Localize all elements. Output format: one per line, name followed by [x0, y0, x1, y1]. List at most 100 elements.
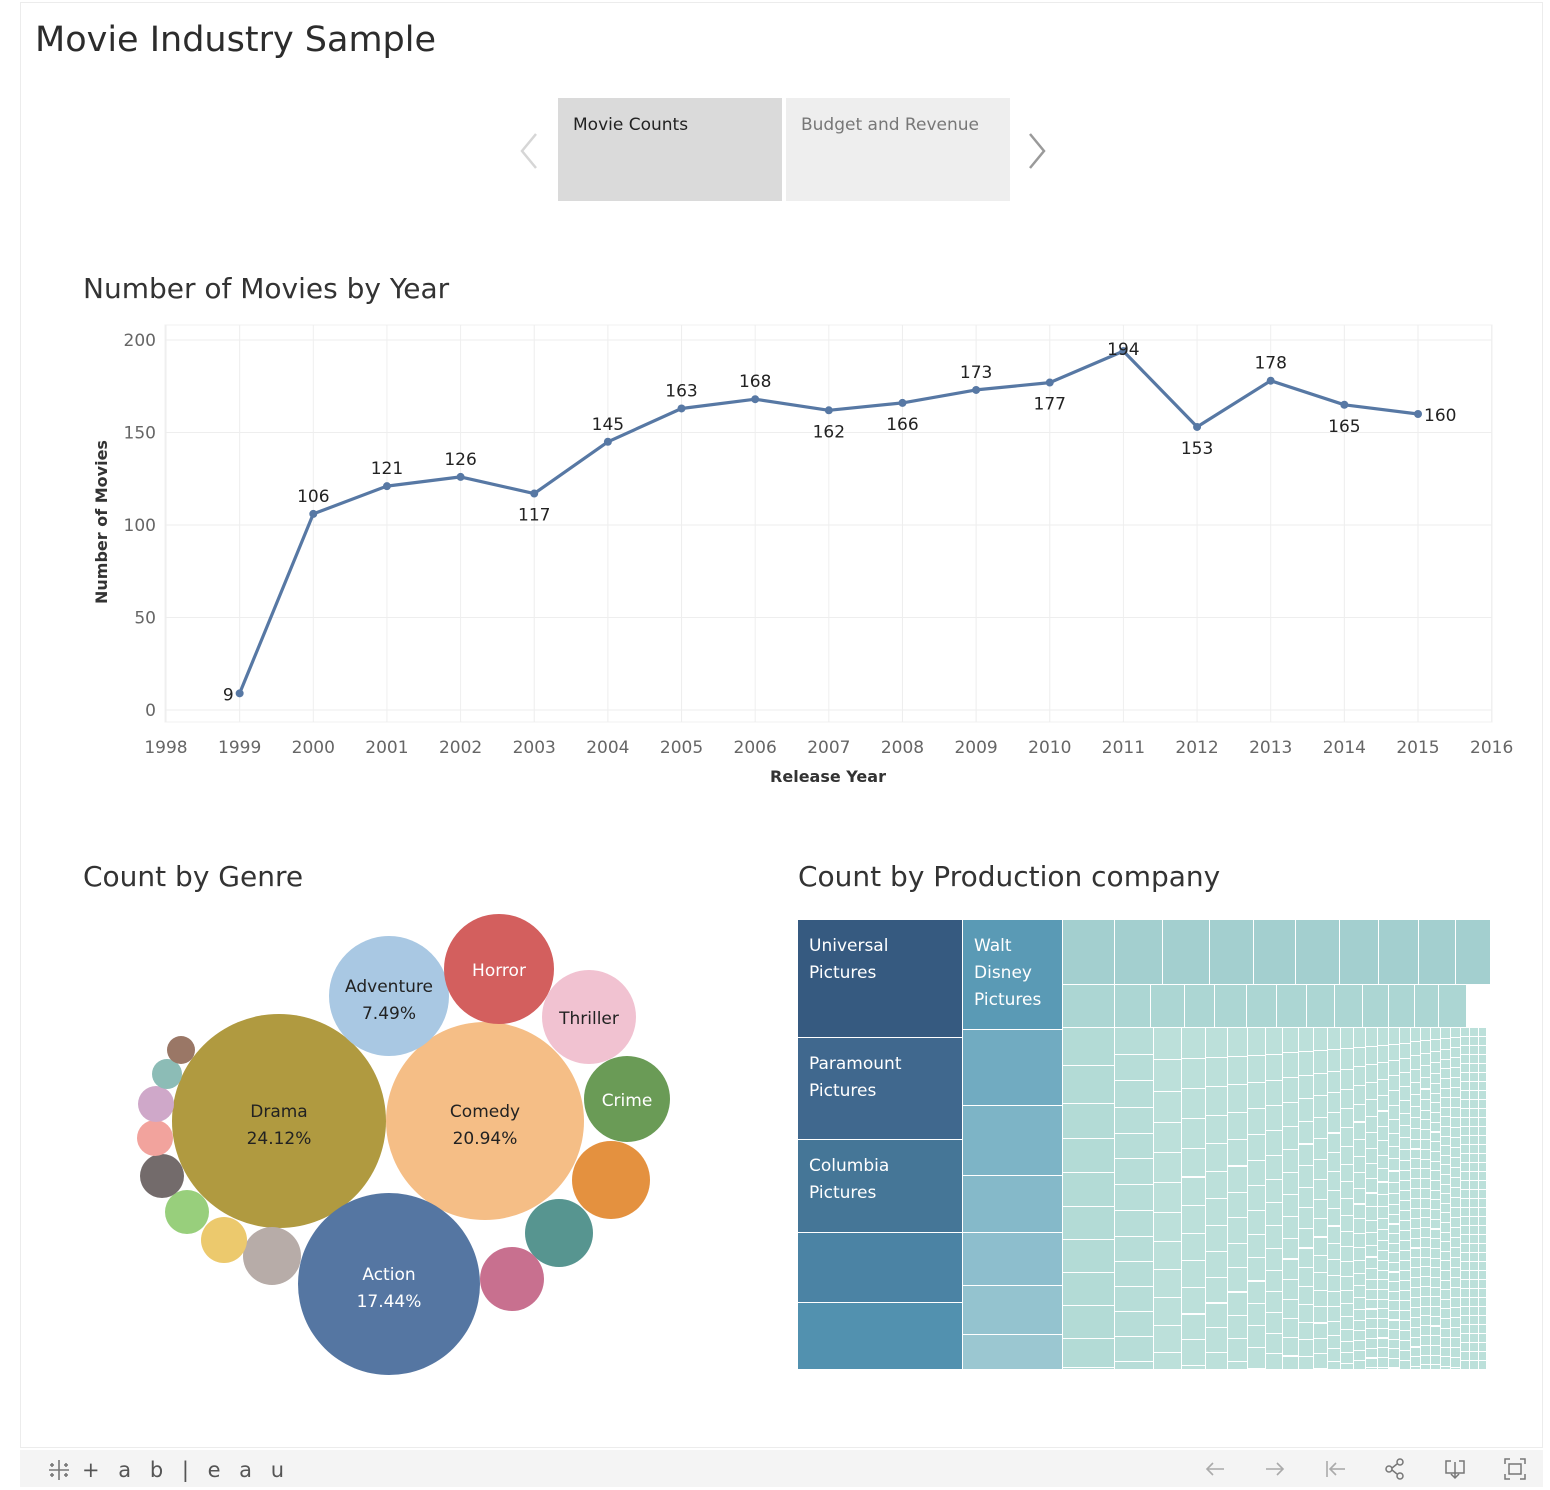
treemap-tile[interactable] [1328, 1153, 1341, 1173]
treemap-tile[interactable] [1206, 1352, 1228, 1370]
treemap-tile[interactable] [1411, 1337, 1421, 1348]
treemap-tile[interactable] [1431, 1268, 1441, 1278]
treemap-tile[interactable] [1366, 1348, 1378, 1359]
treemap-tile[interactable] [1389, 1320, 1400, 1331]
treemap-tile[interactable] [1479, 1136, 1487, 1145]
treemap-tile[interactable] [1461, 1262, 1470, 1271]
treemap-tile[interactable] [1248, 1281, 1266, 1305]
treemap-tile[interactable] [1299, 1099, 1314, 1123]
treemap-tile[interactable] [1431, 1307, 1441, 1317]
treemap-tile[interactable] [1461, 1046, 1470, 1055]
treemap-tile[interactable] [1431, 1171, 1441, 1181]
story-point-budget-revenue[interactable]: Budget and Revenue [786, 98, 1010, 201]
treemap-tile[interactable] [1451, 1098, 1461, 1108]
treemap-tile[interactable] [1228, 1243, 1248, 1269]
revert-icon[interactable] [1324, 1458, 1346, 1480]
treemap-tile[interactable] [1389, 1272, 1400, 1283]
treemap-tile[interactable] [1451, 1088, 1461, 1098]
treemap-tile[interactable] [1354, 1156, 1366, 1174]
treemap-tile[interactable] [963, 1233, 1063, 1286]
data-point[interactable] [1266, 376, 1275, 385]
treemap-tile[interactable] [1328, 1349, 1341, 1363]
data-point[interactable] [824, 406, 833, 415]
treemap-tile[interactable] [1341, 1089, 1354, 1109]
treemap-tile[interactable] [1277, 985, 1307, 1028]
treemap-tile[interactable] [1248, 1109, 1266, 1136]
treemap-tile[interactable] [1341, 1317, 1354, 1330]
treemap-tile[interactable] [1228, 1139, 1248, 1167]
treemap-tile[interactable] [1431, 1181, 1441, 1191]
treemap-tile[interactable] [1461, 1055, 1470, 1064]
treemap-tile[interactable] [1328, 1092, 1341, 1114]
treemap-tile[interactable] [1441, 1280, 1451, 1291]
treemap-tile[interactable] [1314, 1237, 1328, 1256]
treemap-tile[interactable] [1206, 1172, 1228, 1200]
treemap-tile[interactable] [1411, 1159, 1421, 1170]
treemap-tile[interactable] [1354, 1189, 1366, 1205]
treemap-tile[interactable] [1182, 1058, 1206, 1090]
treemap-tile[interactable] [1182, 1314, 1206, 1341]
treemap-tile[interactable] [1063, 1273, 1115, 1306]
treemap-tile[interactable] [1411, 1189, 1421, 1199]
treemap-tile[interactable] [1470, 1046, 1479, 1055]
treemap-tile[interactable] [1341, 1231, 1354, 1247]
treemap-tile[interactable] [1431, 1200, 1441, 1211]
treemap-tile[interactable] [1411, 1317, 1421, 1328]
treemap-tile[interactable] [1470, 1172, 1479, 1181]
treemap-tile[interactable] [1154, 1298, 1182, 1326]
treemap-tile[interactable] [1354, 1298, 1366, 1310]
bubble-crime[interactable] [584, 1056, 670, 1142]
treemap-tile[interactable] [1479, 1109, 1487, 1118]
treemap-tile[interactable] [1421, 1198, 1431, 1209]
data-point[interactable] [603, 437, 612, 446]
treemap-tile[interactable] [1389, 1291, 1400, 1302]
bubble-genre-16[interactable] [152, 1059, 182, 1089]
data-point[interactable] [677, 404, 686, 413]
treemap-tile[interactable] [1389, 1234, 1400, 1244]
treemap-tile[interactable] [1378, 1309, 1389, 1320]
treemap-tile[interactable] [1299, 1076, 1314, 1100]
treemap-tile[interactable] [1461, 1172, 1470, 1181]
treemap-tile[interactable] [1378, 1299, 1389, 1310]
treemap-tile[interactable] [1314, 1028, 1328, 1052]
treemap-tile[interactable] [1389, 1224, 1400, 1235]
treemap-tile[interactable] [1470, 1163, 1479, 1172]
treemap-tile[interactable] [1115, 1337, 1154, 1362]
treemap-tile[interactable] [1248, 1028, 1266, 1056]
treemap-tile[interactable] [1378, 1357, 1389, 1368]
treemap-tile[interactable] [1470, 1316, 1479, 1325]
treemap-tile[interactable] [1479, 1082, 1487, 1091]
treemap-tile[interactable] [1354, 1204, 1366, 1220]
treemap-tile[interactable] [1154, 1212, 1182, 1242]
treemap-tile[interactable] [1206, 1115, 1228, 1145]
treemap-tile[interactable] [1479, 1307, 1487, 1316]
treemap-tile[interactable] [1470, 1235, 1479, 1244]
data-point[interactable] [235, 689, 244, 698]
treemap-tile[interactable] [1248, 1135, 1266, 1161]
treemap-tile[interactable] [1431, 1326, 1441, 1337]
treemap-tile[interactable] [1400, 1331, 1411, 1341]
treemap-tile[interactable] [1314, 1273, 1328, 1291]
treemap-tile-paramount[interactable]: Paramount Pictures [798, 1038, 963, 1140]
treemap-tile[interactable] [1354, 1274, 1366, 1287]
treemap-tile[interactable] [1451, 1318, 1461, 1328]
treemap-tile[interactable] [1441, 1261, 1451, 1271]
treemap-tile[interactable] [1411, 1139, 1421, 1150]
treemap-tile[interactable] [1354, 1320, 1366, 1331]
treemap-tile[interactable] [1400, 1341, 1411, 1351]
treemap-tile[interactable] [1411, 1082, 1421, 1095]
treemap-tile[interactable] [1328, 1071, 1341, 1093]
treemap-tile[interactable] [1115, 1028, 1154, 1055]
treemap-tile[interactable] [1479, 1352, 1487, 1361]
treemap-tile[interactable] [1354, 1104, 1366, 1123]
treemap-tile[interactable] [1154, 1352, 1182, 1370]
treemap-tile[interactable] [1421, 1208, 1431, 1219]
treemap-tile[interactable] [1341, 1182, 1354, 1199]
treemap-tile[interactable] [1441, 1271, 1451, 1281]
treemap-tile[interactable] [1411, 1118, 1421, 1130]
treemap-tile[interactable] [1182, 1148, 1206, 1178]
treemap-tile[interactable] [1441, 1165, 1451, 1175]
treemap-tile[interactable] [1228, 1268, 1248, 1293]
treemap-tile[interactable] [1378, 1111, 1389, 1127]
treemap-tile[interactable] [1389, 1091, 1400, 1106]
